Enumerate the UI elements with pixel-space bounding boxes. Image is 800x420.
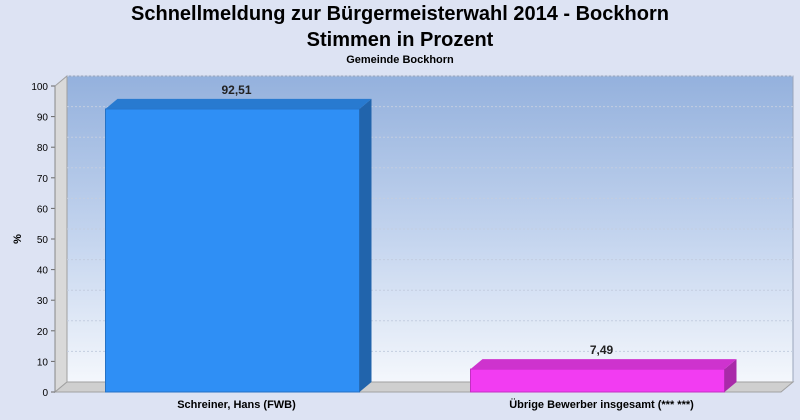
plot-side-wall [54,74,68,394]
y-tick-label: 100 [31,82,48,93]
data-label: 92,51 [221,83,251,97]
bar-top [470,359,737,370]
chart-title-line2: Stimmen in Prozent [306,29,494,51]
y-axis-label: % [12,234,24,244]
y-tick-label: 10 [37,357,49,368]
y-tick-label: 60 [37,204,49,215]
bar-side [359,98,372,392]
bar [470,368,725,393]
y-tick-label: 80 [37,143,49,154]
y-tick-label: 50 [37,235,49,246]
x-tick-label: Übrige Bewerber insgesamt (*** ***) [509,398,694,411]
y-tick-label: 40 [37,266,49,277]
y-tick-label: 0 [42,388,48,399]
bar-top [105,98,372,109]
y-tick-label: 30 [37,296,49,307]
y-tick-label: 20 [37,327,49,338]
bar [105,108,360,393]
chart-title: Schnellmeldung zur Bürgermeisterwahl 201… [131,3,669,25]
x-tick-label: Schreiner, Hans (FWB) [177,399,296,411]
y-tick-label: 70 [37,174,49,185]
y-tick-label: 90 [37,113,49,124]
chart-subtitle: Gemeinde Bockhorn [346,54,454,66]
bar-side [724,359,737,392]
data-label: 7,49 [590,343,614,357]
